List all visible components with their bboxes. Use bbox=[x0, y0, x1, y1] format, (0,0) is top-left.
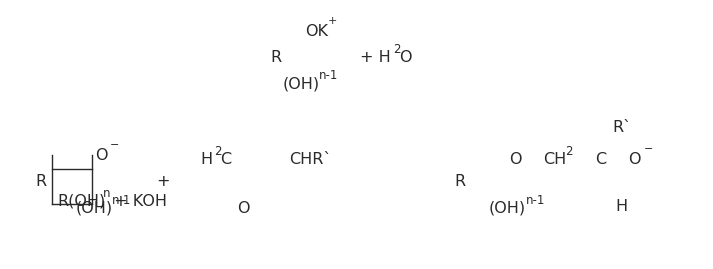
Text: O: O bbox=[399, 50, 411, 65]
Text: C: C bbox=[595, 152, 606, 167]
Text: C: C bbox=[220, 152, 231, 167]
Text: (OH): (OH) bbox=[282, 76, 319, 91]
Text: −: − bbox=[644, 144, 653, 154]
Text: R: R bbox=[454, 174, 466, 189]
Text: n-1: n-1 bbox=[112, 194, 131, 207]
Text: + KOH: + KOH bbox=[109, 194, 167, 209]
Text: OK: OK bbox=[305, 24, 329, 39]
Text: −: − bbox=[110, 140, 119, 150]
Text: + H: + H bbox=[360, 50, 391, 65]
Text: R: R bbox=[271, 50, 282, 65]
Text: 2: 2 bbox=[565, 145, 573, 158]
Text: R(OH): R(OH) bbox=[57, 194, 106, 209]
Text: +: + bbox=[328, 16, 337, 26]
Text: n-1: n-1 bbox=[319, 69, 339, 82]
Text: CH: CH bbox=[543, 152, 567, 167]
Text: H: H bbox=[200, 152, 212, 167]
Text: CHR`: CHR` bbox=[289, 152, 332, 167]
Text: O: O bbox=[95, 148, 108, 163]
Text: (OH): (OH) bbox=[75, 201, 113, 216]
Text: O: O bbox=[509, 152, 521, 167]
Text: n: n bbox=[103, 187, 111, 200]
Text: (OH): (OH) bbox=[489, 201, 526, 216]
Text: O: O bbox=[628, 152, 640, 167]
Text: R`: R` bbox=[612, 120, 631, 135]
Text: +: + bbox=[157, 174, 170, 189]
Text: n-1: n-1 bbox=[525, 194, 545, 207]
Text: 2: 2 bbox=[214, 145, 222, 158]
Text: O: O bbox=[237, 201, 250, 216]
Text: 2: 2 bbox=[393, 43, 400, 56]
Text: H: H bbox=[615, 199, 627, 214]
Text: R: R bbox=[36, 174, 46, 189]
